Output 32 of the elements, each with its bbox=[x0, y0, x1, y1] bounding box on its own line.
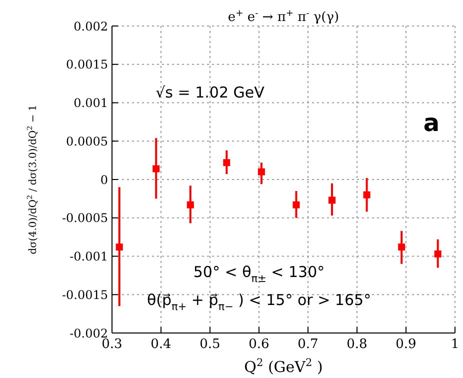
point bbox=[363, 191, 370, 198]
chart-title: e$^{+}$e$^{-}$ → π$^{+}$π$^{-}$γ(γ) bbox=[228, 9, 340, 25]
annotation: θ(p⃗$_{π+}$ + p⃗$_{π−}$) < 15° or > 165° bbox=[146, 290, 372, 313]
x-tick-label: 0.5 bbox=[200, 337, 220, 352]
point bbox=[258, 168, 265, 176]
y-tick-label: 0.001 bbox=[74, 96, 108, 110]
y-tick-label: -0.001 bbox=[70, 250, 108, 264]
annotation: a bbox=[423, 108, 440, 137]
point bbox=[398, 244, 406, 251]
y-tick-label: -0.0015 bbox=[62, 288, 108, 302]
annotation: √s = 1.02 GeV bbox=[156, 84, 266, 102]
point bbox=[186, 201, 194, 208]
y-tick-label: 0.0015 bbox=[66, 58, 108, 72]
y-tick-label: 0.0005 bbox=[66, 134, 108, 148]
y-tick-label: 0.002 bbox=[74, 19, 108, 34]
x-tick-label: 0.9 bbox=[396, 337, 416, 352]
point bbox=[223, 159, 230, 166]
point bbox=[434, 250, 442, 258]
x-tick-label: 0.4 bbox=[150, 337, 172, 352]
x-tick-label: 0.3 bbox=[102, 337, 122, 352]
x-tick-label: 0.8 bbox=[346, 337, 368, 352]
y-tick-label: 0 bbox=[100, 172, 108, 187]
x-tick-label: 0.7 bbox=[298, 337, 318, 352]
annotation: 50° < θ$_{π±}$ < 130° bbox=[193, 263, 325, 286]
x-axis-title: Q$^{2}$(GeV$^{2}$) bbox=[244, 357, 323, 376]
y-tick-label: -0.0005 bbox=[62, 211, 108, 226]
point bbox=[292, 201, 300, 208]
x-tick-label: 1 bbox=[450, 337, 460, 352]
x-tick-label: 0.6 bbox=[248, 337, 270, 352]
point bbox=[116, 244, 123, 251]
point bbox=[328, 196, 336, 204]
point bbox=[152, 165, 160, 172]
